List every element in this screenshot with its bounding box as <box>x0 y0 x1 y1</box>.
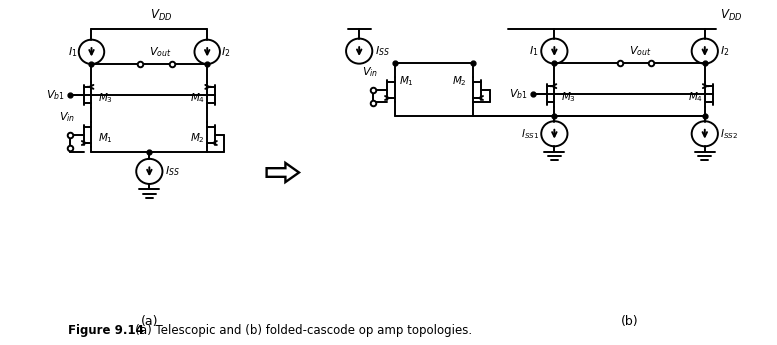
Text: $V_{out}$: $V_{out}$ <box>629 44 651 58</box>
Text: $V_{in}$: $V_{in}$ <box>362 65 378 79</box>
Text: Figure 9.14: Figure 9.14 <box>68 324 145 337</box>
Text: $M_1$: $M_1$ <box>98 131 113 145</box>
Text: (a) Telescopic and (b) folded-cascode op amp topologies.: (a) Telescopic and (b) folded-cascode op… <box>124 324 472 337</box>
Text: $M_3$: $M_3$ <box>560 90 576 104</box>
Text: $I_2$: $I_2$ <box>720 44 730 58</box>
Text: $M_3$: $M_3$ <box>98 91 113 105</box>
Text: $M_4$: $M_4$ <box>688 90 703 104</box>
Text: $I_{SS1}$: $I_{SS1}$ <box>521 127 539 141</box>
Text: $M_2$: $M_2$ <box>452 74 467 88</box>
Text: $V_{DD}$: $V_{DD}$ <box>720 8 743 23</box>
Text: $M_2$: $M_2$ <box>190 131 205 145</box>
Text: $V_{DD}$: $V_{DD}$ <box>150 8 172 23</box>
Text: $I_1$: $I_1$ <box>68 45 78 59</box>
Text: $V_{b1}$: $V_{b1}$ <box>47 88 65 102</box>
Text: (b): (b) <box>621 315 639 328</box>
Text: (a): (a) <box>141 315 158 328</box>
Polygon shape <box>267 163 299 182</box>
Text: $I_{SS}$: $I_{SS}$ <box>165 165 179 178</box>
Text: $I_1$: $I_1$ <box>529 44 539 58</box>
Text: $V_{b1}$: $V_{b1}$ <box>510 87 528 101</box>
Text: $I_2$: $I_2$ <box>221 45 231 59</box>
Text: $M_1$: $M_1$ <box>399 74 413 88</box>
Text: $I_{SS}$: $I_{SS}$ <box>375 44 389 58</box>
Text: $M_4$: $M_4$ <box>190 91 205 105</box>
Text: $V_{in}$: $V_{in}$ <box>59 110 75 124</box>
Text: $V_{out}$: $V_{out}$ <box>148 45 171 59</box>
Text: $I_{SS2}$: $I_{SS2}$ <box>720 127 738 141</box>
